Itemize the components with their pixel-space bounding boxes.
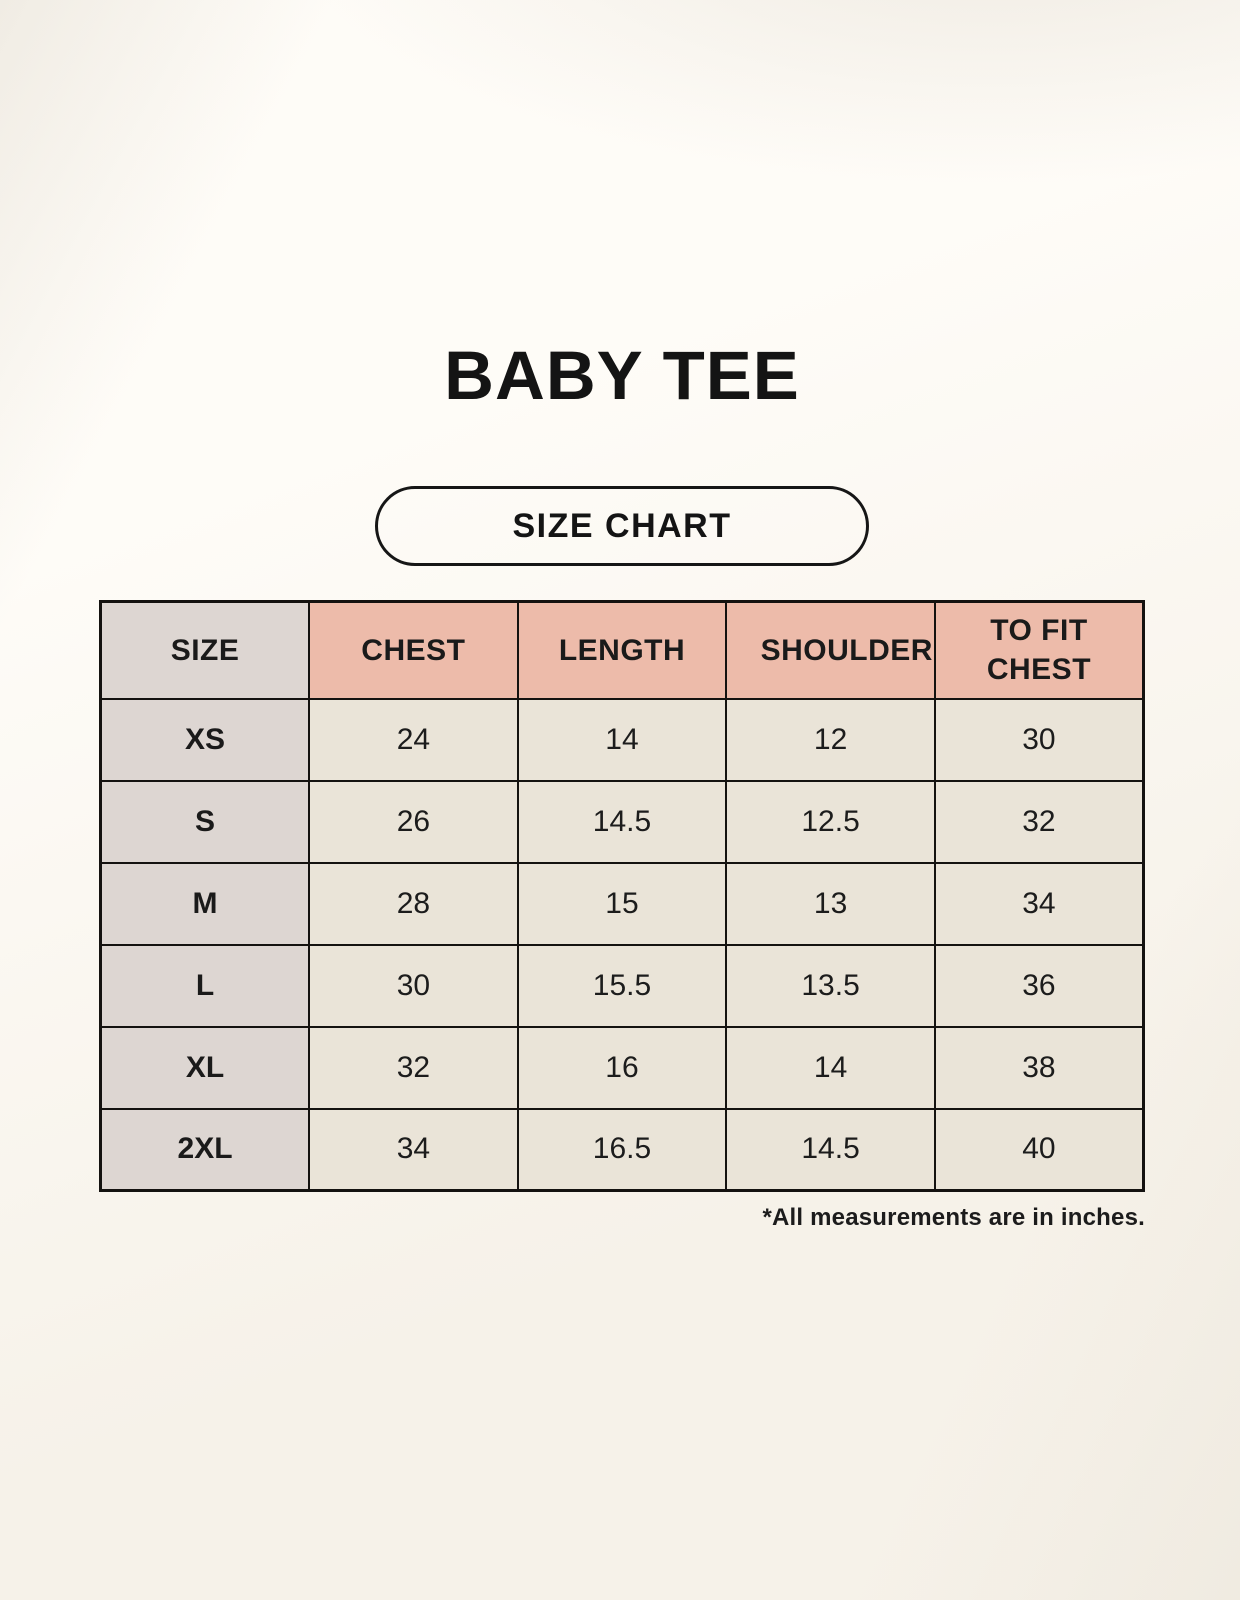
size-chart-button-label: SIZE CHART: [512, 506, 732, 545]
to-fit-chest-value: 32: [933, 779, 1145, 864]
length-value: 14: [516, 697, 728, 782]
chest-value: 34: [308, 1107, 519, 1192]
to-fit-chest-value: 34: [933, 861, 1145, 946]
length-value: 15.5: [516, 943, 728, 1028]
column-header-to-fit-chest: TO FIT CHEST: [933, 600, 1145, 700]
page-title: BABY TEE: [444, 337, 800, 414]
table-row-s: S 26 14.5 12.5 32: [99, 779, 1145, 864]
size-label-cell: XS: [99, 697, 311, 782]
chest-value: 24: [308, 697, 519, 782]
column-header-size: SIZE: [99, 600, 311, 700]
shoulder-value: 13.5: [725, 943, 936, 1028]
chest-value: 26: [308, 779, 519, 864]
table-row-xs: XS 24 14 12 30: [99, 697, 1145, 782]
column-header-chest: CHEST: [308, 600, 519, 700]
to-fit-chest-value: 30: [933, 697, 1145, 782]
shoulder-value: 13: [725, 861, 936, 946]
to-fit-chest-value: 36: [933, 943, 1145, 1028]
length-value: 15: [516, 861, 728, 946]
chest-value: 28: [308, 861, 519, 946]
measurements-footnote: *All measurements are in inches.: [762, 1204, 1145, 1231]
shoulder-value: 12: [725, 697, 936, 782]
size-label-cell: M: [99, 861, 311, 946]
size-label-cell: XL: [99, 1025, 311, 1110]
column-header-shoulder: SHOULDER: [725, 600, 936, 700]
table-row-2xl: 2XL 34 16.5 14.5 40: [99, 1107, 1145, 1192]
shoulder-value: 14: [725, 1025, 936, 1110]
length-value: 16: [516, 1025, 728, 1110]
header-row: SIZE CHEST LENGTH SHOULDER TO FIT CHEST: [99, 600, 1145, 700]
length-value: 14.5: [516, 779, 728, 864]
size-chart-button[interactable]: SIZE CHART: [375, 486, 869, 566]
size-label-cell: S: [99, 779, 311, 864]
shoulder-value: 14.5: [725, 1107, 936, 1192]
size-chart-table: SIZE CHEST LENGTH SHOULDER TO FIT CHEST …: [99, 600, 1145, 1192]
content-wrapper: BABY TEE SIZE CHART SIZE CHEST LENGTH SH…: [99, 0, 1145, 1600]
chest-value: 32: [308, 1025, 519, 1110]
table-header: SIZE CHEST LENGTH SHOULDER TO FIT CHEST: [99, 600, 1145, 700]
table-row-l: L 30 15.5 13.5 36: [99, 943, 1145, 1028]
table-body: XS 24 14 12 30 S 26 14.5 12.5 32 M 28 15: [99, 697, 1145, 1192]
size-label-cell: L: [99, 943, 311, 1028]
size-label-cell: 2XL: [99, 1107, 311, 1192]
column-header-length: LENGTH: [516, 600, 728, 700]
length-value: 16.5: [516, 1107, 728, 1192]
to-fit-chest-value: 38: [933, 1025, 1145, 1110]
table-row-xl: XL 32 16 14 38: [99, 1025, 1145, 1110]
shoulder-value: 12.5: [725, 779, 936, 864]
to-fit-chest-value: 40: [933, 1107, 1145, 1192]
table-row-m: M 28 15 13 34: [99, 861, 1145, 946]
chest-value: 30: [308, 943, 519, 1028]
